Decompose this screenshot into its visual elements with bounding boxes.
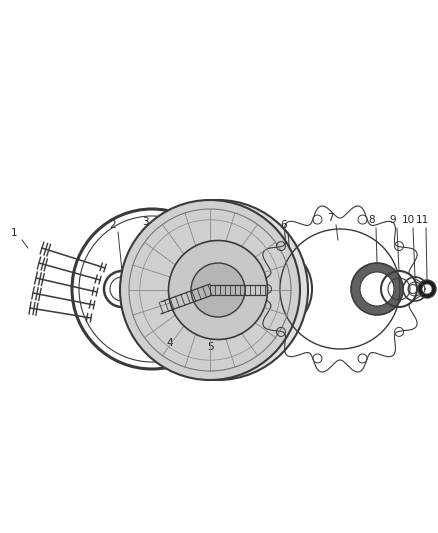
Text: 6: 6 bbox=[281, 220, 287, 230]
Circle shape bbox=[360, 272, 394, 306]
Text: 7: 7 bbox=[327, 213, 333, 223]
Circle shape bbox=[191, 263, 245, 317]
Wedge shape bbox=[128, 200, 218, 380]
Text: 3: 3 bbox=[141, 217, 148, 227]
Text: 11: 11 bbox=[415, 215, 429, 225]
Circle shape bbox=[120, 200, 300, 380]
Text: 1: 1 bbox=[11, 228, 18, 238]
Circle shape bbox=[197, 277, 223, 303]
Circle shape bbox=[187, 268, 233, 312]
Text: 4: 4 bbox=[167, 338, 173, 348]
Circle shape bbox=[169, 240, 268, 340]
Text: 10: 10 bbox=[402, 215, 414, 225]
Circle shape bbox=[422, 284, 432, 294]
Text: 2: 2 bbox=[110, 220, 117, 230]
Circle shape bbox=[128, 200, 308, 380]
Text: 9: 9 bbox=[390, 215, 396, 225]
Text: 8: 8 bbox=[369, 215, 375, 225]
Text: 5: 5 bbox=[207, 342, 213, 352]
Circle shape bbox=[351, 263, 403, 315]
Circle shape bbox=[418, 280, 436, 298]
